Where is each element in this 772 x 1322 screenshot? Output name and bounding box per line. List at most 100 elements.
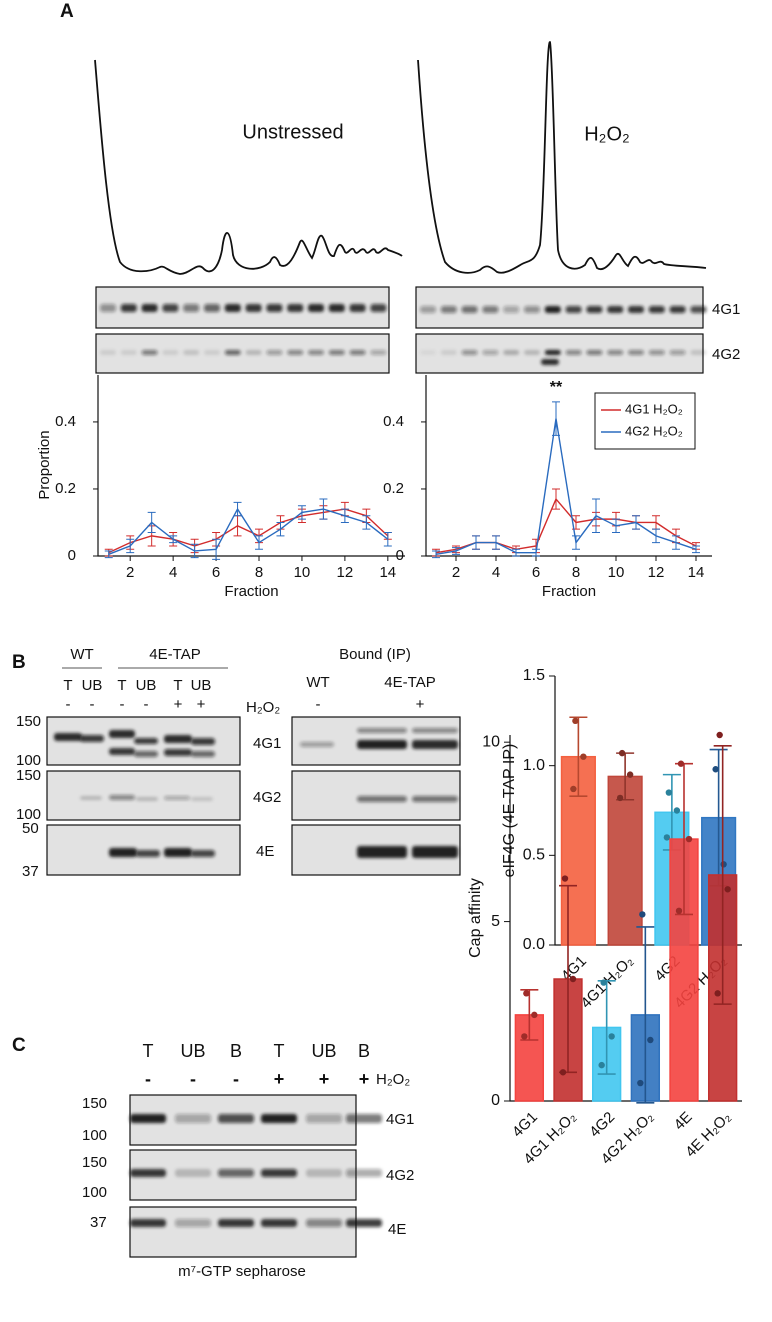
- x-tick-label: 4: [492, 564, 500, 581]
- band: [130, 1169, 166, 1177]
- error-bar: [452, 547, 460, 555]
- data-point: [608, 1033, 615, 1040]
- data-point: [724, 886, 731, 893]
- band: [109, 730, 135, 738]
- band: [412, 740, 458, 749]
- band: [224, 304, 241, 312]
- error-bar: [597, 979, 616, 1075]
- lane-treatment: -: [144, 696, 149, 713]
- lane-treatment: -: [66, 696, 71, 713]
- y-tick-label: 0.2: [383, 480, 404, 497]
- x-tick-label: 4G2: [586, 1109, 618, 1141]
- lane-label: T: [173, 677, 182, 694]
- band: [134, 751, 158, 757]
- error-bar: [255, 535, 264, 550]
- mw-marker: 100: [16, 806, 41, 823]
- band: [261, 1114, 297, 1123]
- mw-marker: 150: [16, 767, 41, 784]
- band: [690, 306, 707, 313]
- series-line: [435, 418, 697, 556]
- y-tick-label: 0.0: [523, 936, 545, 953]
- error-bar: [592, 498, 600, 534]
- band: [346, 1169, 382, 1177]
- band: [440, 350, 457, 355]
- lane-treatment: -: [233, 1069, 239, 1089]
- lane-treatment: +: [359, 1069, 370, 1089]
- x-tick-label: 2: [452, 564, 460, 581]
- band: [80, 735, 104, 742]
- band: [482, 306, 499, 313]
- error-bar: [713, 744, 732, 1005]
- x-tick-label: 10: [294, 564, 311, 581]
- band: [412, 846, 458, 858]
- error-bar: [212, 538, 221, 560]
- data-point: [685, 835, 693, 843]
- x-tick-label: 14: [688, 564, 705, 581]
- band: [175, 1169, 211, 1177]
- band: [80, 796, 102, 800]
- error-bar: [190, 543, 199, 559]
- band: [349, 350, 366, 355]
- band: [440, 306, 457, 313]
- band: [628, 306, 644, 313]
- band: [183, 304, 200, 312]
- band: [690, 350, 707, 355]
- blot-label: 4G2: [253, 789, 281, 806]
- data-point: [639, 911, 646, 918]
- band: [669, 306, 686, 313]
- lane-treatment: +: [274, 1069, 285, 1089]
- band: [120, 350, 137, 355]
- mw-marker: 150: [16, 713, 41, 730]
- x-axis-label: Fraction: [224, 583, 278, 600]
- bar: [560, 755, 596, 946]
- error-bar: [169, 535, 178, 544]
- matrix-label: m⁷-GTP sepharose: [178, 1263, 306, 1280]
- band: [266, 304, 283, 312]
- group-label: WT: [70, 646, 93, 663]
- treatment-label: H₂O₂: [246, 699, 280, 716]
- band: [607, 350, 624, 355]
- x-tick-label: 6: [212, 564, 220, 581]
- band: [346, 1219, 382, 1227]
- panel-letter: A: [60, 1, 74, 22]
- band: [306, 1114, 342, 1123]
- band: [306, 1169, 342, 1177]
- lane-labels: T - UB - B - T + UB + B +: [143, 1041, 371, 1089]
- x-tick-label: 8: [572, 564, 580, 581]
- band: [191, 738, 215, 745]
- x-tick-label: 4: [169, 564, 177, 581]
- lane-treatment: +: [197, 696, 206, 713]
- data-point: [720, 861, 727, 868]
- error-bar: [340, 508, 349, 523]
- blots: [129, 1094, 382, 1258]
- error-bar: [472, 535, 480, 550]
- error-bar: [532, 548, 540, 557]
- band: [461, 350, 478, 355]
- band: [218, 1114, 254, 1123]
- y-tick-label: 0: [68, 547, 76, 564]
- band: [136, 850, 160, 857]
- lane-treatment: -: [145, 1069, 151, 1089]
- data-point: [531, 1011, 538, 1019]
- error-bar: [276, 521, 285, 537]
- blot-label: 4E: [388, 1221, 406, 1238]
- data-point: [572, 717, 579, 725]
- lane-label: UB: [311, 1041, 336, 1061]
- treatment-label: H₂O₂: [376, 1071, 410, 1088]
- band: [100, 304, 116, 312]
- error-bar: [147, 511, 156, 534]
- lane-labels: T-UB-T-UB-T+UB+: [63, 677, 211, 713]
- band: [370, 304, 387, 312]
- data-point: [600, 979, 607, 986]
- data-point: [570, 785, 577, 793]
- series-line: [108, 507, 389, 555]
- band: [669, 350, 686, 355]
- bar: [607, 775, 643, 946]
- legend-label: 4G2 H₂O₂: [625, 423, 683, 438]
- error-bar: [362, 515, 371, 530]
- mw-marker: 100: [82, 1184, 107, 1201]
- y-tick-label: 0.4: [383, 413, 404, 430]
- band: [191, 751, 215, 757]
- error-bar: [512, 548, 520, 557]
- y-tick-label: 10: [482, 733, 500, 750]
